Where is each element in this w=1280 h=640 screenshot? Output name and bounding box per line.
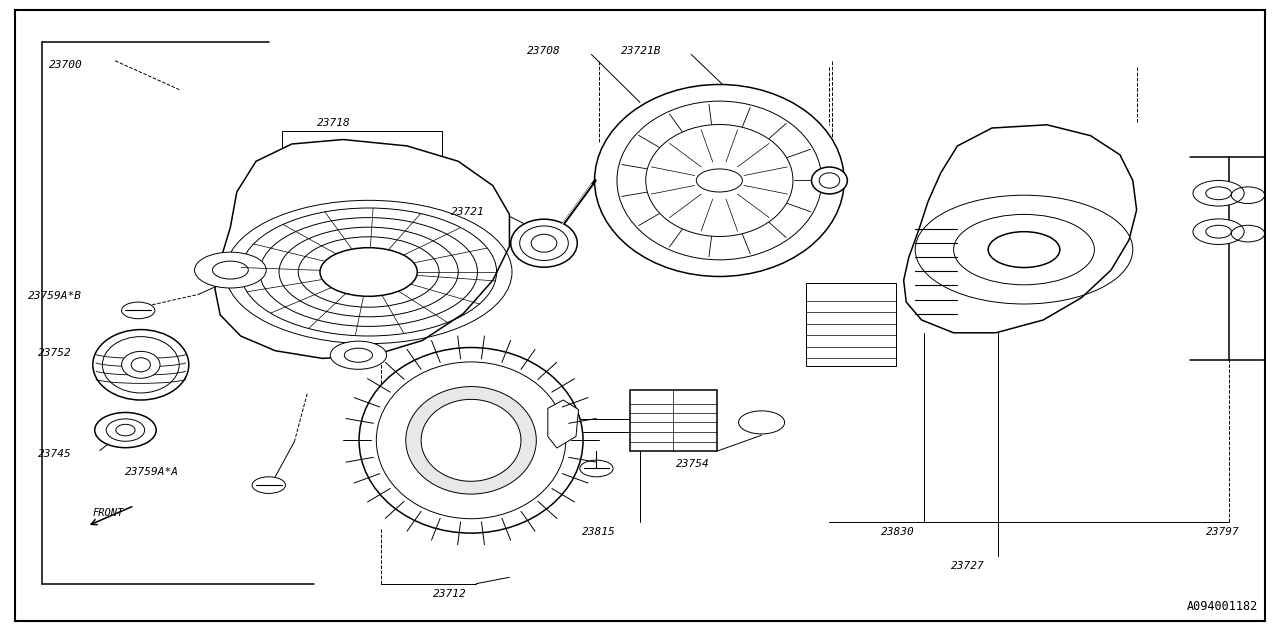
Text: A094001182: A094001182 [1187, 600, 1258, 613]
Text: 23745: 23745 [38, 449, 72, 460]
Circle shape [1193, 180, 1244, 206]
Text: 23754: 23754 [676, 459, 709, 469]
Text: 23718: 23718 [317, 118, 351, 128]
Text: 23797: 23797 [1206, 527, 1239, 538]
Ellipse shape [421, 399, 521, 481]
Text: 23721B: 23721B [621, 46, 662, 56]
Text: 23727: 23727 [951, 561, 984, 572]
Ellipse shape [93, 330, 189, 400]
Ellipse shape [358, 348, 584, 533]
Text: 23759A*B: 23759A*B [28, 291, 82, 301]
Ellipse shape [812, 167, 847, 194]
Text: 23815: 23815 [582, 527, 616, 538]
Polygon shape [548, 400, 579, 448]
Ellipse shape [95, 413, 156, 448]
Circle shape [122, 302, 155, 319]
Circle shape [195, 252, 266, 288]
Circle shape [252, 477, 285, 493]
FancyBboxPatch shape [806, 283, 896, 366]
Text: 23700: 23700 [49, 60, 82, 70]
Ellipse shape [595, 84, 845, 276]
Text: 23721: 23721 [451, 207, 484, 218]
Ellipse shape [122, 351, 160, 378]
Text: 23830: 23830 [881, 527, 914, 538]
Circle shape [580, 460, 613, 477]
Ellipse shape [511, 219, 577, 268]
FancyBboxPatch shape [630, 390, 717, 451]
Ellipse shape [531, 234, 557, 252]
Ellipse shape [406, 387, 536, 494]
Circle shape [330, 341, 387, 369]
Circle shape [1193, 219, 1244, 244]
Circle shape [320, 248, 417, 296]
Circle shape [739, 411, 785, 434]
Text: 23712: 23712 [433, 589, 466, 599]
Text: 23708: 23708 [527, 46, 561, 56]
Polygon shape [215, 140, 509, 358]
Text: FRONT: FRONT [92, 508, 123, 518]
Circle shape [696, 169, 742, 192]
Circle shape [988, 232, 1060, 268]
Polygon shape [904, 125, 1137, 333]
Text: 23759A*A: 23759A*A [125, 467, 179, 477]
Text: 23752: 23752 [38, 348, 72, 358]
